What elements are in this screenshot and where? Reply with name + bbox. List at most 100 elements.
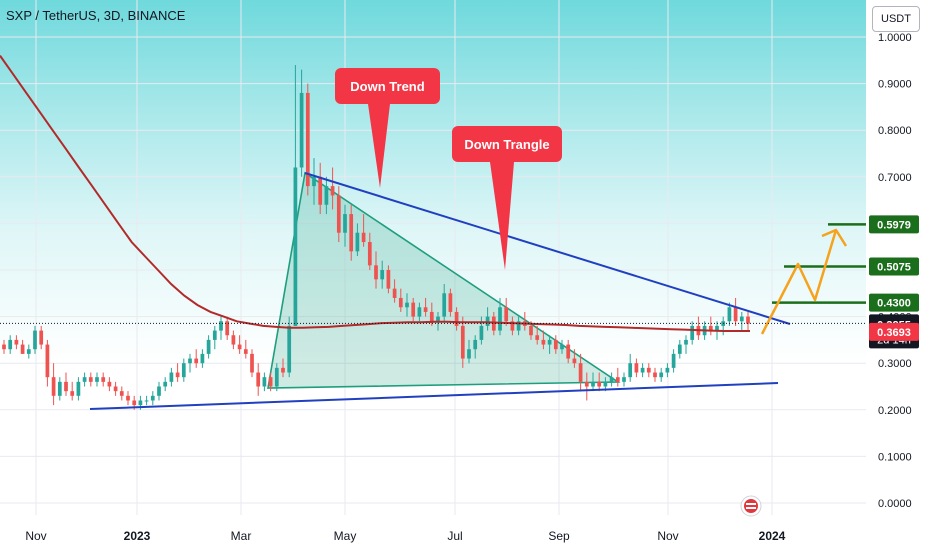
candle-body bbox=[746, 316, 750, 324]
candle-body bbox=[448, 293, 453, 312]
overlay-layer: Down Trend Down Trangle bbox=[0, 55, 866, 517]
event-flag-stripe bbox=[746, 503, 756, 505]
callout-text: Down Trend bbox=[350, 79, 424, 94]
candle-body bbox=[560, 344, 564, 350]
level-badge-text: 0.5979 bbox=[877, 219, 911, 231]
candle-body bbox=[82, 377, 87, 382]
y-tick-label: 0.3000 bbox=[878, 358, 912, 370]
callout-down-trend: Down Trend bbox=[335, 68, 440, 188]
x-tick-label: Jul bbox=[447, 529, 462, 543]
candle-body bbox=[107, 381, 112, 387]
event-flag-icon bbox=[740, 495, 762, 517]
chart-title: SXP / TetherUS, 3D, BINANCE bbox=[6, 8, 186, 23]
x-tick-label: Nov bbox=[25, 529, 46, 543]
candle-body bbox=[212, 330, 217, 340]
candle-body bbox=[634, 363, 639, 373]
candle-body bbox=[144, 400, 149, 402]
candle-body bbox=[504, 307, 509, 322]
callout-down-triangle: Down Trangle bbox=[452, 126, 562, 270]
y-tick-label: 0.9000 bbox=[878, 79, 912, 91]
candle-body bbox=[547, 339, 552, 345]
candle-body bbox=[336, 195, 341, 233]
candle-body bbox=[392, 288, 397, 298]
level-badge: 0.5979 bbox=[869, 215, 919, 234]
candle-body bbox=[386, 270, 391, 289]
candle-body bbox=[584, 381, 589, 387]
candle-body bbox=[8, 339, 13, 350]
candle-body bbox=[628, 363, 633, 378]
candle-body bbox=[14, 339, 19, 345]
candle-body bbox=[553, 339, 558, 350]
candle-body bbox=[225, 321, 230, 336]
candle-body bbox=[535, 335, 540, 340]
candle-body bbox=[671, 353, 676, 368]
y-tick-label: 1.0000 bbox=[878, 32, 912, 44]
candle-body bbox=[541, 339, 546, 345]
candle-body bbox=[194, 358, 199, 364]
x-tick-label: May bbox=[334, 529, 357, 543]
candle-body bbox=[119, 391, 124, 396]
candle-body bbox=[733, 307, 738, 322]
candle-body bbox=[684, 339, 688, 345]
x-tick-label: 2024 bbox=[759, 529, 786, 543]
candle-body bbox=[423, 307, 428, 312]
candle-body bbox=[188, 358, 192, 364]
candle-body bbox=[113, 386, 118, 392]
level-badge-text: 0.4300 bbox=[877, 298, 911, 310]
candle-body bbox=[20, 344, 25, 354]
candle-body bbox=[367, 242, 372, 266]
y-tick-label: 0.8000 bbox=[878, 125, 912, 137]
event-flag-stripe bbox=[746, 507, 756, 509]
candle-body bbox=[324, 186, 329, 205]
event-flag-mark bbox=[744, 499, 758, 513]
x-tick-label: Nov bbox=[657, 529, 678, 543]
callout-pointer bbox=[368, 104, 390, 188]
level-badge-bg bbox=[869, 257, 919, 276]
candle-body bbox=[609, 377, 614, 382]
candle-body bbox=[578, 363, 583, 382]
candle-body bbox=[622, 377, 626, 382]
callout-box bbox=[335, 68, 440, 104]
candle-body bbox=[150, 395, 155, 401]
candle-body bbox=[640, 367, 645, 373]
candle-body bbox=[26, 349, 31, 354]
candle-body bbox=[436, 316, 440, 322]
candle-body bbox=[206, 339, 211, 354]
candle-body bbox=[361, 232, 366, 243]
y-tick-label: 0.7000 bbox=[878, 172, 912, 184]
candle-body bbox=[659, 372, 664, 378]
candle-body bbox=[491, 316, 496, 331]
candle-body bbox=[157, 386, 161, 396]
ma-value-badge: 0.3693 bbox=[869, 322, 919, 341]
candle-body bbox=[268, 377, 273, 387]
candle-body bbox=[727, 307, 732, 322]
candle-body bbox=[653, 372, 657, 378]
candle-body bbox=[70, 391, 75, 396]
candle-body bbox=[603, 381, 608, 387]
candle-body bbox=[299, 92, 304, 168]
candle-body bbox=[138, 400, 143, 406]
currency-button[interactable]: USDT bbox=[872, 6, 920, 32]
support-trendline bbox=[89, 382, 779, 410]
candle-body bbox=[175, 372, 180, 378]
callout-box bbox=[452, 126, 562, 162]
time-axis-bg bbox=[0, 515, 932, 550]
candle-body bbox=[572, 358, 577, 364]
candle-body bbox=[57, 381, 62, 396]
candle-body bbox=[64, 381, 68, 392]
price-axis: 0.00000.10000.20000.30000.40000.50000.60… bbox=[866, 0, 932, 550]
candle-body bbox=[250, 353, 254, 373]
candle-body bbox=[45, 344, 50, 378]
candle-body bbox=[715, 325, 719, 331]
y-tick-label: 0.0000 bbox=[878, 498, 912, 510]
level-badge-text: 0.5075 bbox=[877, 262, 911, 274]
candle-body bbox=[95, 377, 99, 382]
candle-body bbox=[411, 302, 416, 317]
candle-body bbox=[219, 321, 223, 331]
callout-pointer bbox=[490, 162, 514, 270]
candle-body bbox=[163, 381, 168, 387]
x-tick-label: 2023 bbox=[124, 529, 151, 543]
candle-body bbox=[243, 349, 248, 354]
candle-body bbox=[274, 367, 279, 387]
